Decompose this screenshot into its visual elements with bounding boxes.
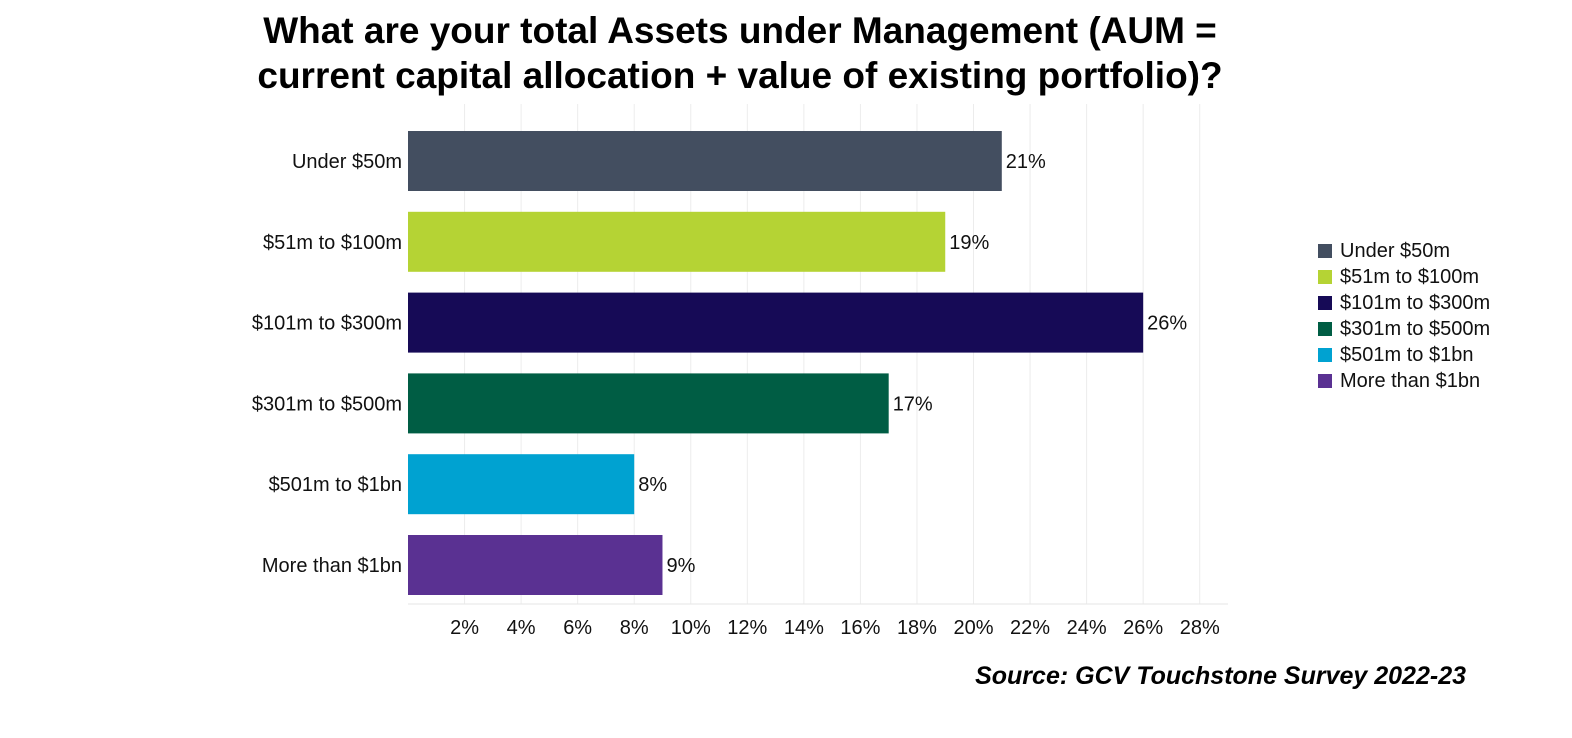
legend-label: More than $1bn	[1340, 369, 1481, 392]
legend-label: $101m to $300m	[1340, 291, 1491, 314]
data-label: 9%	[666, 555, 695, 577]
category-label: $301m to $500m	[252, 393, 402, 415]
category-label: $501m to $1bn	[269, 474, 402, 496]
category-label: More than $1bn	[262, 555, 402, 577]
legend-item: $101m to $300m	[1318, 290, 1490, 316]
legend-label: Under $50m	[1340, 239, 1451, 262]
category-label: $51m to $100m	[263, 232, 402, 254]
legend-label: $501m to $1bn	[1340, 343, 1474, 366]
data-label: 17%	[893, 393, 933, 415]
x-tick-label: 12%	[727, 617, 767, 639]
category-label: $101m to $300m	[252, 313, 402, 335]
x-tick-label: 20%	[954, 617, 994, 639]
x-tick-label: 26%	[1123, 617, 1163, 639]
legend-swatch	[1318, 296, 1332, 310]
chart-legend: Under $50m $51m to $100m $101m to $300m $30…	[1318, 238, 1490, 394]
source-note: Source: GCV Touchstone Survey 2022-23	[975, 662, 1466, 690]
chart-title-line-1: What are your total Assets under Managem…	[263, 10, 1217, 51]
legend-swatch	[1318, 348, 1332, 362]
x-tick-label: 10%	[671, 617, 711, 639]
x-tick-label: 14%	[784, 617, 824, 639]
chart-title-line-2: current capital allocation + value of ex…	[257, 55, 1223, 96]
data-label: 19%	[949, 232, 989, 254]
legend-item: $501m to $1bn	[1318, 342, 1490, 368]
bar	[408, 292, 1144, 353]
x-tick-label: 6%	[563, 617, 592, 639]
chart-title: What are your total Assets under Managem…	[190, 8, 1290, 98]
x-tick-label: 18%	[897, 617, 937, 639]
legend-label: $301m to $500m	[1340, 317, 1491, 340]
bar	[408, 454, 635, 515]
legend-swatch	[1318, 270, 1332, 284]
legend-swatch	[1318, 374, 1332, 388]
legend-item: $301m to $500m	[1318, 316, 1490, 342]
bar	[408, 373, 889, 434]
data-label: 26%	[1147, 313, 1187, 335]
x-tick-label: 2%	[450, 617, 479, 639]
legend-label: $51m to $100m	[1340, 265, 1479, 288]
bar	[408, 211, 946, 272]
legend-item: More than $1bn	[1318, 368, 1490, 394]
legend-swatch	[1318, 244, 1332, 258]
legend-item: Under $50m	[1318, 238, 1490, 264]
category-label: Under $50m	[292, 151, 402, 173]
legend-item: $51m to $100m	[1318, 264, 1490, 290]
data-label: 8%	[638, 474, 667, 496]
x-tick-label: 22%	[1010, 617, 1050, 639]
x-tick-label: 8%	[620, 617, 649, 639]
x-tick-label: 16%	[840, 617, 880, 639]
x-tick-label: 24%	[1067, 617, 1107, 639]
x-tick-label: 28%	[1180, 617, 1220, 639]
x-tick-label: 4%	[507, 617, 536, 639]
bar	[408, 131, 1002, 191]
bar	[408, 535, 663, 595]
data-label: 21%	[1006, 151, 1046, 173]
legend-swatch	[1318, 322, 1332, 336]
